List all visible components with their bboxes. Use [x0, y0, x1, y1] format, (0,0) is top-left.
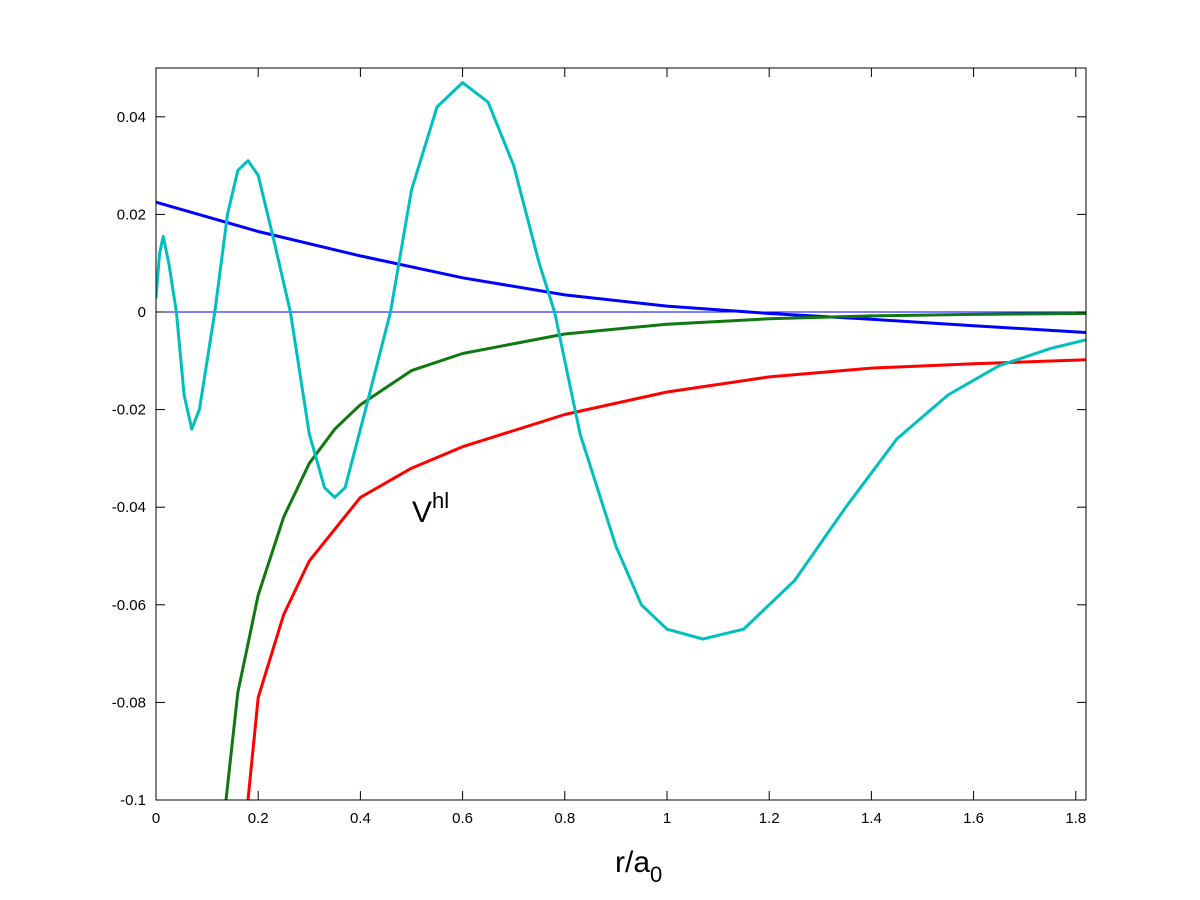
y-tick-label: -0.08: [112, 694, 146, 711]
y-tick-label: 0.02: [117, 206, 146, 223]
line: [246, 358, 1086, 800]
y-tick-label: 0: [138, 304, 146, 321]
x-tick-label: 1.6: [963, 810, 984, 827]
annotation-main: V: [412, 496, 432, 529]
y-tick-label: -0.04: [112, 499, 146, 516]
line: [156, 200, 1086, 334]
annotation: Vhl: [412, 488, 449, 529]
x-tick-label: 1: [663, 810, 671, 827]
x-axis-label-sub: 0: [650, 862, 662, 887]
annotation-sup: hl: [432, 488, 449, 513]
y-tick-label: -0.06: [112, 597, 146, 614]
line: [224, 312, 1086, 800]
x-axis-label: r/a0: [615, 846, 662, 887]
x-tick-label: 0: [152, 810, 160, 827]
line: [156, 81, 1086, 641]
x-tick-label: 1.2: [759, 810, 780, 827]
x-axis-label-main: r/a: [615, 846, 650, 879]
y-tick-label: -0.02: [112, 402, 146, 419]
x-tick-label: 0.4: [350, 810, 371, 827]
x-tick-label: 0.8: [554, 810, 575, 827]
y-tick-label: -0.1: [120, 792, 146, 809]
x-tick-label: 1.8: [1065, 810, 1086, 827]
x-tick-label: 0.2: [248, 810, 269, 827]
x-tick-label: 1.4: [861, 810, 882, 827]
x-tick-label: 0.6: [452, 810, 473, 827]
axes-box: [155, 67, 1087, 801]
plot-area: [156, 81, 1086, 800]
y-tick-label: 0.04: [117, 109, 146, 126]
